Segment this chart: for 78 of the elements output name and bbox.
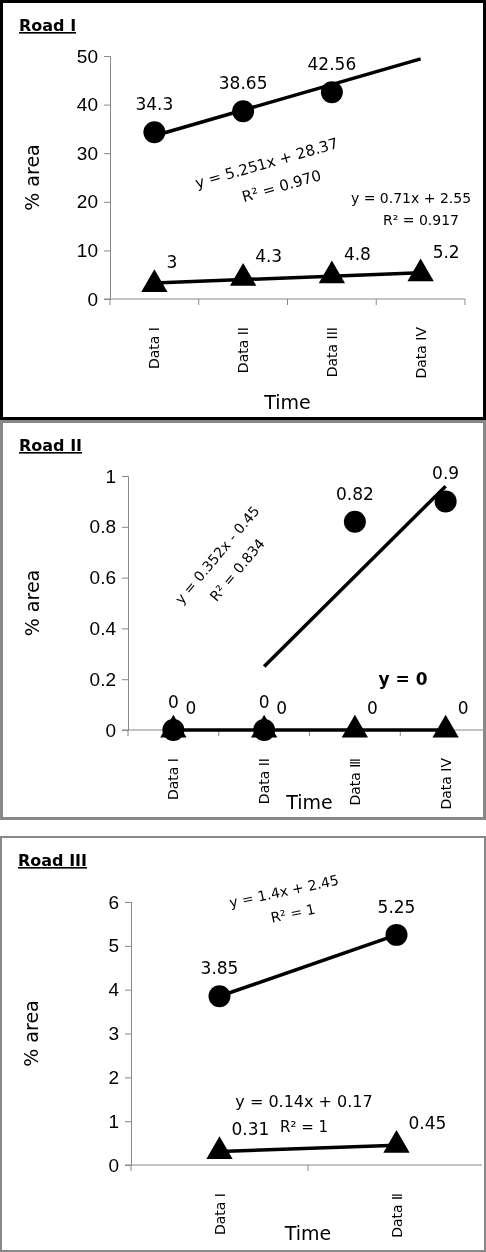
point bbox=[385, 923, 408, 946]
x-tick-label: Data Ⅰ bbox=[211, 1193, 228, 1236]
point bbox=[206, 1136, 233, 1160]
y-tick-label: 3 bbox=[108, 1023, 119, 1045]
data-label: 0.31 bbox=[231, 1119, 270, 1140]
y-axis-title: % area bbox=[20, 1000, 42, 1067]
y-tick-label: 0 bbox=[108, 1154, 119, 1176]
annotation: R² = 1 bbox=[269, 900, 317, 926]
point bbox=[432, 714, 459, 738]
data-label: 0 bbox=[167, 692, 179, 712]
annotation: y = 0 bbox=[378, 669, 428, 689]
point bbox=[143, 121, 166, 144]
point bbox=[232, 100, 255, 123]
data-label: 0.9 bbox=[432, 463, 460, 484]
chart-title: Road III bbox=[18, 851, 87, 870]
y-tick-label: 0 bbox=[87, 288, 98, 310]
x-tick-label: Data II bbox=[256, 758, 273, 805]
y-tick-label: 10 bbox=[76, 239, 98, 261]
data-label: 0.45 bbox=[408, 1113, 447, 1134]
x-tick-label: Data I bbox=[165, 758, 182, 801]
point bbox=[318, 260, 346, 284]
data-label: 0 bbox=[258, 692, 270, 712]
point bbox=[341, 714, 369, 738]
y-tick-label: 0 bbox=[105, 719, 116, 741]
x-tick-label: Data Ⅱ bbox=[388, 1193, 405, 1238]
point bbox=[208, 985, 231, 1008]
chart-title: Road II bbox=[19, 436, 83, 455]
point bbox=[343, 510, 366, 533]
y-tick-label: 5 bbox=[108, 935, 119, 957]
x-axis-title: Time bbox=[285, 791, 333, 813]
chart-title: Road I bbox=[19, 16, 77, 35]
data-label: 4.8 bbox=[343, 243, 371, 264]
y-tick-label: 0.8 bbox=[89, 516, 116, 538]
data-label: 0 bbox=[185, 698, 197, 718]
data-label: 38.65 bbox=[218, 73, 268, 94]
y-tick-label: 4 bbox=[108, 979, 120, 1001]
point bbox=[320, 81, 343, 104]
annotation: R² = 1 bbox=[279, 1118, 329, 1136]
annotation: R² = 0.917 bbox=[382, 212, 460, 228]
y-tick-label: 1 bbox=[108, 1110, 119, 1132]
point bbox=[229, 262, 257, 286]
data-label: 0.82 bbox=[335, 483, 374, 504]
data-label: 4.3 bbox=[255, 246, 283, 267]
x-tick-label: Data IV bbox=[437, 757, 454, 810]
annotation: y = 0.14x + 0.17 bbox=[235, 1092, 373, 1111]
data-label: 3 bbox=[166, 252, 178, 273]
y-axis-title: % area bbox=[21, 144, 43, 211]
x-tick-label: Data IV bbox=[412, 326, 429, 379]
data-label: 0 bbox=[276, 698, 287, 718]
y-tick-label: 40 bbox=[76, 94, 98, 116]
data-label: 42.56 bbox=[307, 54, 357, 75]
x-axis-title: Time bbox=[283, 1222, 332, 1244]
point bbox=[407, 258, 434, 282]
y-tick-label: 2 bbox=[108, 1066, 119, 1088]
x-tick-label: Data Ⅲ bbox=[346, 758, 363, 806]
y-tick-label: 0.6 bbox=[89, 567, 116, 589]
y-axis-title: % area bbox=[21, 569, 43, 637]
data-label: 3.85 bbox=[200, 958, 239, 979]
y-tick-label: 1 bbox=[105, 465, 116, 487]
x-axis-title: Time bbox=[263, 391, 311, 413]
y-tick-label: 20 bbox=[76, 191, 98, 213]
x-tick-label: Data I bbox=[146, 327, 163, 370]
data-label: 34.3 bbox=[135, 94, 174, 115]
data-label: 0 bbox=[366, 698, 378, 718]
annotation: y = 0.71x + 2.55 bbox=[350, 190, 472, 206]
data-label: 5.2 bbox=[432, 241, 460, 262]
x-tick-label: Data III bbox=[323, 327, 340, 378]
point bbox=[141, 269, 168, 293]
y-tick-label: 0.2 bbox=[89, 668, 116, 690]
x-tick-label: Data II bbox=[235, 327, 252, 374]
point bbox=[434, 490, 457, 513]
y-tick-label: 6 bbox=[108, 891, 119, 913]
data-label: 5.25 bbox=[377, 896, 416, 917]
y-tick-label: 30 bbox=[76, 142, 98, 164]
data-label: 0 bbox=[457, 698, 469, 718]
y-tick-label: 50 bbox=[76, 45, 98, 67]
y-tick-label: 0.4 bbox=[89, 617, 117, 639]
point bbox=[383, 1130, 410, 1153]
